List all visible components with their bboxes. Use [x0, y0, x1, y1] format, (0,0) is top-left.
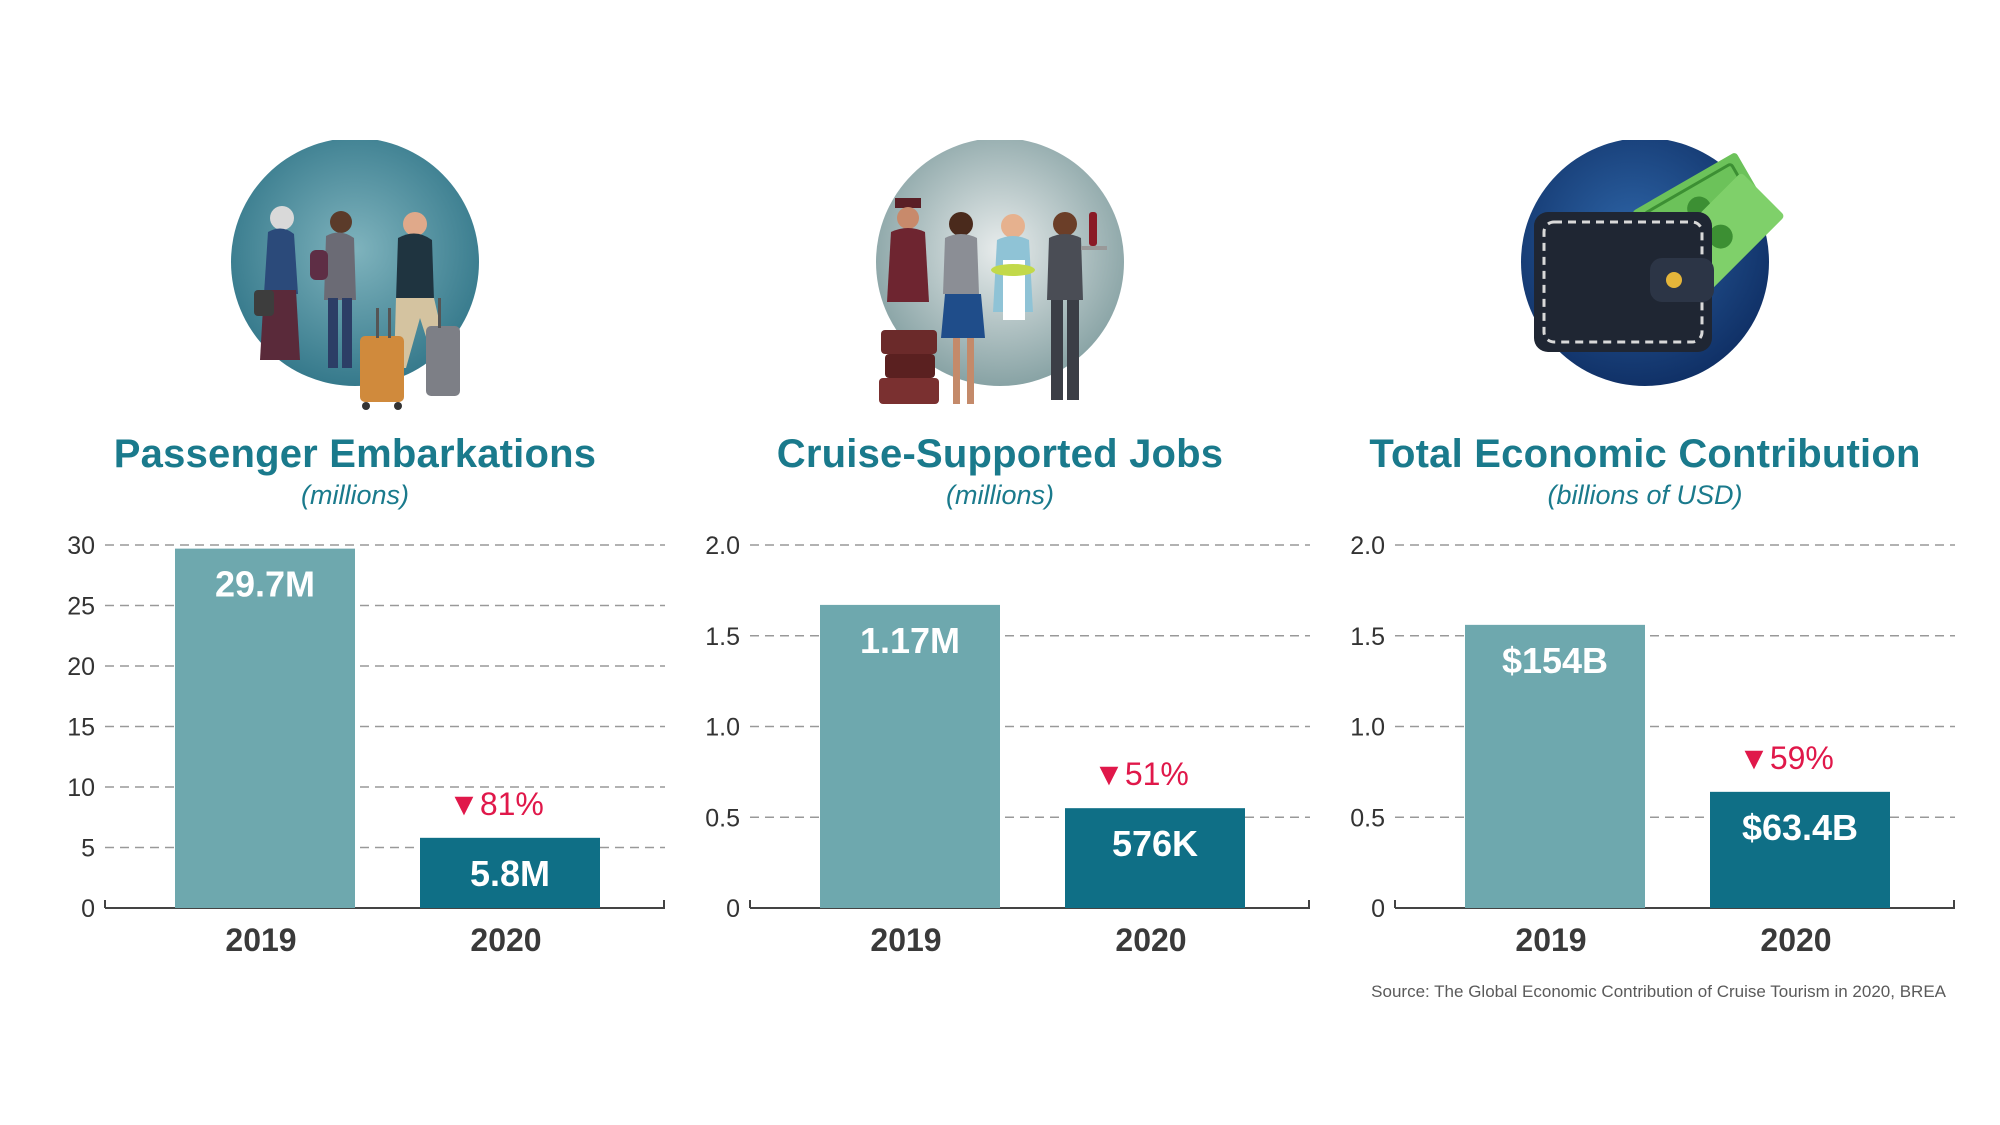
y-tick-label: 0.5	[1350, 804, 1385, 832]
data-label: 29.7M	[215, 564, 315, 605]
travelers-with-luggage-illustration	[45, 140, 665, 430]
bar-2019	[175, 548, 355, 908]
y-tick-label: 5	[81, 835, 95, 863]
y-tick-label: 1.5	[705, 623, 740, 651]
panel-passenger-embarkations: Passenger Embarkations (millions) 0 5 10 15…	[45, 0, 665, 1125]
chart-title: Passenger Embarkations	[113, 432, 597, 476]
percent-change-label: ▼59%	[1738, 740, 1834, 776]
bar-2020	[420, 837, 600, 908]
y-tick-label: 30	[67, 532, 95, 560]
category-label: 2019	[225, 922, 296, 958]
chart-unit: (billions of USD)	[1547, 480, 1743, 510]
y-tick-label: 0	[81, 895, 95, 923]
data-label: $63.4B	[1742, 807, 1858, 848]
bar-2019	[820, 604, 1000, 908]
category-label: 2020	[1760, 922, 1831, 958]
bar-2019	[1465, 624, 1645, 908]
y-tick-label: 0	[1371, 895, 1385, 923]
bar-2020	[1710, 791, 1890, 908]
category-label: 2019	[870, 922, 941, 958]
y-tick-label: 25	[67, 593, 95, 621]
panel-total-economic-contribution: Total Economic Contribution (billions of…	[1335, 0, 1955, 1125]
y-tick-label: 10	[67, 774, 95, 802]
bar-chart-total-economic-contribution: 0 0.5 1.0 1.5 2.0 $154B 2019 $63.4B 2020 ▼59%	[1350, 532, 1955, 958]
chart-unit: (millions)	[946, 480, 1054, 510]
y-tick-label: 0.5	[705, 804, 740, 832]
percent-change-label: ▼51%	[1093, 756, 1189, 792]
percent-change-label: ▼81%	[448, 786, 544, 822]
source-note: Source: The Global Economic Contribution…	[1371, 982, 1946, 1001]
data-label: 576K	[1112, 823, 1198, 864]
bar-chart-passenger-embarkations: 0 5 10 15 20 25 30 29.7M 2019 5.8M 2020 ▼81%	[67, 532, 665, 958]
y-tick-label: 20	[67, 653, 95, 681]
y-tick-label: 1.0	[1350, 714, 1385, 742]
panel-cruise-supported-jobs: Cruise-Supported Jobs (millions) 0 0.5 1.0…	[690, 0, 1310, 1125]
bar-2020	[1065, 808, 1245, 908]
wallet-with-cash-illustration	[1335, 140, 1955, 430]
chart-title: Total Economic Contribution	[1369, 432, 1921, 476]
data-label: 1.17M	[860, 620, 960, 661]
category-label: 2020	[1115, 922, 1186, 958]
y-tick-label: 0	[726, 895, 740, 923]
y-tick-label: 1.0	[705, 714, 740, 742]
data-label: 5.8M	[470, 853, 550, 894]
y-tick-label: 2.0	[1350, 532, 1385, 560]
category-label: 2020	[470, 922, 541, 958]
y-tick-label: 1.5	[1350, 623, 1385, 651]
category-label: 2019	[1515, 922, 1586, 958]
y-tick-label: 2.0	[705, 532, 740, 560]
y-tick-label: 15	[67, 714, 95, 742]
cruise-staff-illustration	[690, 140, 1310, 430]
data-label: $154B	[1502, 640, 1608, 681]
chart-unit: (millions)	[301, 480, 409, 510]
chart-title: Cruise-Supported Jobs	[776, 432, 1224, 476]
bar-chart-cruise-supported-jobs: 0 0.5 1.0 1.5 2.0 1.17M 2019 576K 2020 ▼51%	[705, 532, 1310, 958]
